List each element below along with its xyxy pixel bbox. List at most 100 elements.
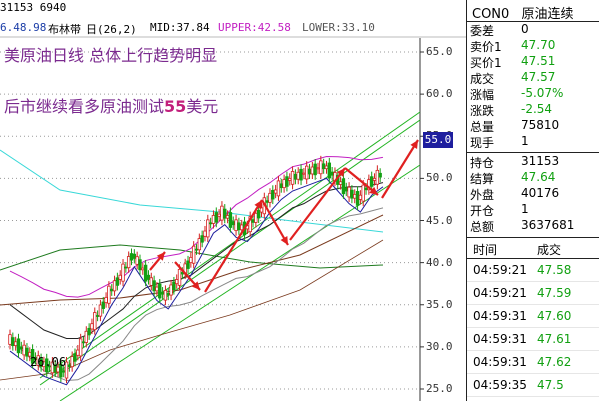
trade-time: 04:59:21	[473, 263, 527, 277]
candle-body	[240, 224, 244, 231]
candlestick-chart[interactable]	[0, 0, 466, 401]
candle-body	[11, 337, 15, 347]
trade-row[interactable]: 04:59:31 47.61	[467, 328, 599, 351]
position-value: 31153	[521, 154, 560, 168]
quote-row: 现手 1	[467, 134, 599, 150]
trade-row[interactable]: 04:59:35 47.5	[467, 374, 599, 397]
candle-body	[327, 162, 332, 179]
candle-body	[177, 268, 182, 286]
price-chart[interactable]: 31153 6940 6.48.98 布林带 日(26,2) MID:37.84…	[0, 0, 466, 401]
y-tick-label: 35.0	[426, 297, 453, 311]
candle-body	[211, 215, 216, 224]
trend-arrow-6-head	[369, 186, 378, 195]
quote-row: 总量 75810	[467, 118, 599, 134]
position-value: 47.64	[521, 170, 556, 184]
candle-body	[149, 277, 153, 286]
quote-value: 47.70	[521, 38, 556, 52]
candle-body	[299, 168, 303, 181]
candle-body	[288, 177, 292, 181]
candle-body	[98, 304, 103, 317]
trend-arrow-1-head	[156, 252, 165, 261]
annotation-line-1: 美原油日线 总体上行趋势明显	[4, 42, 217, 66]
candle-body	[285, 176, 289, 187]
quote-label: 现手	[470, 136, 495, 150]
trade-price: 47.5	[537, 378, 564, 392]
trend-arrow-4	[261, 199, 289, 246]
quote-label: 卖价1	[470, 40, 502, 54]
candle-body	[364, 187, 368, 191]
candle-body	[293, 173, 298, 180]
trade-price: 47.59	[537, 286, 572, 300]
candle-body	[143, 264, 148, 282]
quote-value: 1	[521, 134, 529, 148]
trade-price: 47.61	[537, 332, 572, 346]
trade-price-header: 成交	[537, 243, 562, 257]
candle-body	[191, 245, 196, 264]
candle-body	[217, 213, 221, 217]
trend-arrow-3-head	[254, 200, 262, 209]
quote-row: 成交 47.57	[467, 70, 599, 86]
quote-row: 买价1 47.51	[467, 54, 599, 70]
candle-body	[271, 189, 275, 200]
candle-body	[279, 183, 283, 189]
annotation-text-2a: 后市继续看多原油测试	[4, 97, 165, 116]
candle-body	[172, 281, 176, 290]
candle-body	[358, 194, 363, 200]
position-row: 结算 47.64	[467, 170, 599, 186]
candle-body	[87, 327, 91, 336]
candle-body	[214, 212, 218, 223]
trade-row[interactable]: 04:59:31 47.62	[467, 351, 599, 374]
trade-price: 47.58	[537, 263, 572, 277]
trade-row[interactable]: 04:59:31 47.60	[467, 305, 599, 328]
indicator-prev: 6.48.98	[0, 21, 47, 34]
candle-body	[67, 364, 72, 368]
candle-body	[81, 341, 86, 344]
candle-body	[101, 301, 105, 309]
trade-list[interactable]: 04:59:21 47.58 04:59:21 47.59 04:59:31 47.60 0…	[467, 259, 599, 397]
candle-body	[355, 191, 360, 206]
candle-body	[126, 256, 131, 269]
trade-row[interactable]: 04:59:21 47.58	[467, 259, 599, 282]
candle-body	[316, 167, 320, 170]
annotation-text-1: 美原油日线 总体上行趋势明显	[4, 46, 218, 65]
trend-arrow-2-head	[191, 281, 200, 290]
trend-arrow-4-head	[280, 236, 288, 245]
candle-body	[361, 184, 365, 202]
target-price-label: 55.0	[423, 132, 453, 148]
trend-arrow-3	[204, 199, 263, 293]
contract-title[interactable]: CON0 原油连续	[467, 0, 599, 22]
candle-body	[223, 208, 227, 219]
candle-body	[372, 177, 377, 181]
position-row: 开仓 1	[467, 202, 599, 218]
candle-body	[248, 216, 252, 233]
channel-line	[39, 111, 421, 379]
y-tick-label: 60.0	[426, 87, 453, 101]
y-tick-label: 25.0	[426, 382, 453, 395]
candle-body	[93, 312, 97, 331]
candle-body	[118, 274, 122, 280]
candle-body	[189, 256, 193, 264]
trend-arrow-5-head	[336, 168, 345, 177]
candle-body	[353, 193, 357, 199]
top-info-text: 31153 6940	[0, 1, 67, 14]
candle-body	[378, 172, 382, 178]
trend-arrow-5	[289, 167, 346, 241]
trade-row[interactable]: 04:59:21 47.59	[467, 282, 599, 305]
candle-body	[16, 338, 21, 354]
candle-body	[220, 205, 224, 221]
candle-body	[70, 356, 74, 368]
y-tick-label: 45.0	[426, 213, 453, 227]
candle-body	[110, 288, 114, 292]
candle-body	[84, 330, 88, 343]
candle-body	[129, 253, 134, 261]
candle-body	[310, 166, 315, 175]
candle-body	[307, 168, 312, 175]
candle-body	[225, 215, 230, 219]
candle-body	[104, 296, 108, 304]
candle-body	[19, 346, 24, 350]
candle-body	[59, 363, 63, 378]
indicator-name[interactable]: 布林带	[48, 23, 81, 36]
bollinger-lower-line	[9, 207, 384, 382]
candle-body	[76, 349, 80, 356]
candle-body	[90, 323, 94, 330]
